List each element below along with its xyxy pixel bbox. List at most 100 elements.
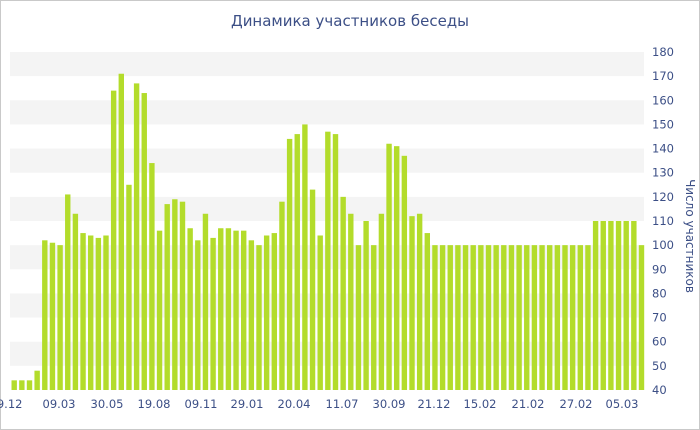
bar[interactable] (485, 245, 492, 390)
bar[interactable] (80, 233, 86, 390)
bar[interactable] (470, 245, 476, 390)
bar[interactable] (562, 245, 568, 390)
bar[interactable] (225, 228, 232, 390)
bar[interactable] (363, 221, 369, 390)
y-tick-label: 70 (652, 311, 667, 325)
bar[interactable] (164, 204, 170, 390)
y-tick-label: 100 (652, 238, 674, 252)
bar[interactable] (110, 90, 117, 390)
y-tick-label: 60 (652, 335, 667, 349)
bar[interactable] (355, 245, 362, 390)
y-tick-label: 90 (652, 262, 667, 276)
bar[interactable] (202, 213, 209, 390)
bar[interactable] (179, 201, 186, 390)
y-tick-label: 40 (652, 383, 667, 397)
bar[interactable] (325, 131, 331, 391)
bar[interactable] (195, 240, 201, 390)
bar[interactable] (340, 196, 346, 390)
bar[interactable] (141, 93, 147, 390)
bar[interactable] (26, 380, 33, 390)
bar[interactable] (88, 235, 94, 390)
bar[interactable] (42, 240, 48, 390)
bar[interactable] (508, 245, 515, 390)
bar[interactable] (118, 73, 124, 390)
bar[interactable] (478, 245, 484, 390)
bar[interactable] (577, 245, 583, 390)
bar[interactable] (623, 221, 629, 390)
bar[interactable] (539, 245, 545, 390)
bar[interactable] (49, 242, 56, 390)
bar[interactable] (271, 233, 277, 390)
bar[interactable] (317, 235, 323, 390)
x-tick-label: 30.05 (91, 397, 124, 411)
bar[interactable] (592, 221, 599, 390)
bar[interactable] (608, 221, 614, 390)
x-tick-label: 21.02 (512, 397, 545, 411)
bar[interactable] (210, 237, 216, 390)
bar[interactable] (149, 163, 155, 390)
x-axis-ticks: 19.12 09.03 30.05 19.08 09.11 29.01 20.04 11.07… (0, 397, 638, 411)
bar[interactable] (439, 245, 446, 390)
bar[interactable] (615, 221, 622, 390)
bar[interactable] (95, 237, 102, 390)
bar[interactable] (447, 245, 453, 390)
bar[interactable] (103, 235, 109, 390)
bar[interactable] (371, 245, 377, 390)
bar[interactable] (569, 245, 576, 390)
bar[interactable] (187, 228, 193, 390)
y-tick-label: 180 (652, 45, 674, 59)
bar[interactable] (218, 228, 224, 390)
bar[interactable] (34, 370, 40, 390)
bar[interactable] (72, 213, 79, 390)
bar[interactable] (11, 380, 17, 390)
bar[interactable] (462, 245, 469, 390)
bar[interactable] (531, 245, 538, 390)
bar[interactable] (233, 230, 239, 390)
bar[interactable] (401, 155, 408, 390)
bar[interactable] (432, 245, 438, 390)
bar[interactable] (516, 245, 522, 390)
x-tick-label: 19.08 (138, 397, 171, 411)
y-axis-label: Число участников (683, 179, 697, 293)
bar[interactable] (126, 184, 132, 390)
bar[interactable] (279, 201, 285, 390)
bar[interactable] (332, 134, 339, 390)
bar[interactable] (57, 245, 63, 390)
bar[interactable] (348, 213, 354, 390)
bar[interactable] (172, 199, 178, 390)
bar[interactable] (286, 138, 293, 390)
bar[interactable] (386, 143, 392, 390)
bar[interactable] (133, 83, 140, 390)
bar[interactable] (638, 245, 645, 390)
bar[interactable] (424, 233, 430, 390)
y-tick-label: 160 (652, 93, 674, 107)
y-axis-ticks: 40 50 60 70 80 90 100 110 120 130 140 150 160 170 180 (652, 45, 674, 397)
bar[interactable] (585, 245, 591, 390)
bar[interactable] (631, 221, 637, 390)
x-tick-label: 09.03 (43, 397, 76, 411)
bar[interactable] (409, 216, 415, 390)
bar[interactable] (263, 235, 270, 390)
bar[interactable] (241, 230, 247, 390)
bar[interactable] (309, 189, 316, 390)
bar[interactable] (65, 194, 71, 390)
bar[interactable] (302, 124, 308, 391)
bar[interactable] (547, 245, 553, 390)
bar[interactable] (156, 230, 163, 390)
bar[interactable] (501, 245, 507, 390)
bar[interactable] (19, 380, 25, 390)
bar[interactable] (493, 245, 499, 390)
bar[interactable] (600, 221, 606, 390)
bar[interactable] (294, 134, 300, 390)
x-tick-label: 15.02 (464, 397, 497, 411)
bar[interactable] (378, 213, 385, 390)
x-tick-label: 19.12 (0, 397, 22, 411)
bar[interactable] (524, 245, 530, 390)
bar[interactable] (416, 213, 423, 390)
bar[interactable] (554, 245, 561, 390)
bar[interactable] (256, 245, 262, 390)
bar[interactable] (455, 245, 461, 390)
bar[interactable] (248, 240, 255, 390)
bar[interactable] (394, 146, 400, 390)
